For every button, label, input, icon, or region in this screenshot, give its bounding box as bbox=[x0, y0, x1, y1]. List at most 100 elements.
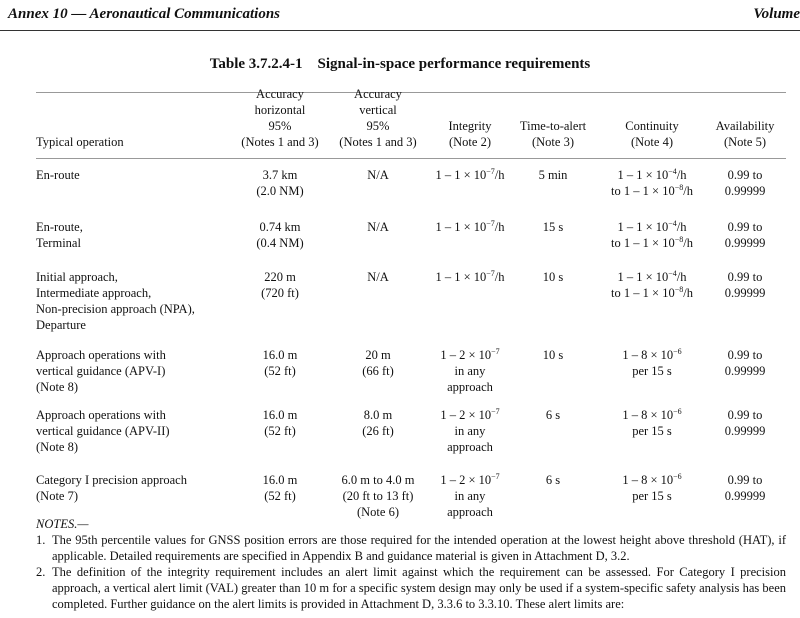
note-text: The 95th percentile values for GNSS posi… bbox=[52, 533, 786, 563]
column-header-availability: Availability (Note 5) bbox=[716, 118, 775, 150]
cell-line: Approach operations with bbox=[36, 408, 166, 422]
table-top-rule bbox=[36, 92, 786, 93]
cell-line: 1 – 1 × 10−7/h bbox=[435, 219, 505, 235]
table-cell-accuracy-horizontal: 16.0 m (52 ft) bbox=[263, 407, 298, 439]
table-cell-typical-operation: Initial approach, Intermediate approach, N… bbox=[36, 269, 195, 333]
cell-line: 16.0 m bbox=[262, 348, 298, 362]
cell-line: 0.99999 bbox=[724, 184, 766, 198]
table-cell-continuity: 1 – 8 × 10−6 per 15 s bbox=[622, 407, 681, 439]
cell-line: N/A bbox=[367, 220, 389, 234]
cell-line: 1 – 8 × 10−6 bbox=[622, 407, 682, 423]
table-cell-availability: 0.99 to 0.99999 bbox=[725, 472, 766, 504]
cell-line: horizontal bbox=[254, 103, 306, 117]
table-cell-integrity: 1 – 1 × 10−7/h bbox=[435, 219, 504, 235]
table-cell-integrity: 1 – 1 × 10−7/h bbox=[435, 167, 504, 183]
cell-line: 1 – 8 × 10−6 bbox=[622, 347, 682, 363]
cell-line: Accuracy bbox=[256, 87, 304, 101]
note-text: The definition of the integrity requirem… bbox=[52, 565, 786, 611]
cell-line: 1 – 1 × 10−4/h bbox=[617, 219, 687, 235]
table-cell-time-to-alert: 6 s bbox=[546, 472, 560, 488]
cell-line: in any bbox=[454, 364, 486, 378]
cell-line: 0.99 to bbox=[727, 473, 763, 487]
cell-line: approach bbox=[447, 505, 493, 519]
cell-line: (Note 8) bbox=[36, 380, 78, 394]
cell-line: 0.99 to bbox=[727, 270, 763, 284]
cell-line: to 1 – 1 × 10−8/h bbox=[611, 235, 693, 251]
cell-line: approach bbox=[447, 440, 493, 454]
column-header-typical-operation: Typical operation bbox=[36, 134, 124, 150]
table-cell-integrity: 1 – 2 × 10−7 in any approach bbox=[440, 347, 499, 395]
cell-line: 0.99999 bbox=[724, 424, 766, 438]
table-cell-accuracy-horizontal: 16.0 m (52 ft) bbox=[263, 347, 298, 379]
cell-line: (Note 2) bbox=[448, 135, 491, 149]
table-cell-typical-operation: Approach operations with vertical guidanc… bbox=[36, 347, 166, 395]
cell-line: approach bbox=[447, 380, 493, 394]
table-cell-accuracy-horizontal: 0.74 km (0.4 NM) bbox=[256, 219, 303, 251]
cell-line: Integrity bbox=[448, 119, 492, 133]
cell-line: (Notes 1 and 3) bbox=[241, 135, 319, 149]
cell-line: vertical bbox=[359, 103, 397, 117]
table-cell-accuracy-vertical: 6.0 m to 4.0 m (20 ft to 13 ft) (Note 6) bbox=[342, 472, 415, 520]
table-cell-accuracy-vertical: N/A bbox=[367, 167, 389, 183]
table-cell-time-to-alert: 10 s bbox=[543, 347, 564, 363]
cell-line: Availability bbox=[715, 119, 775, 133]
note-number: 1. bbox=[36, 533, 46, 547]
table-cell-integrity: 1 – 2 × 10−7 in any approach bbox=[440, 407, 499, 455]
cell-line: Initial approach, bbox=[36, 270, 118, 284]
cell-line: Time-to-alert bbox=[519, 119, 587, 133]
cell-line: (Notes 1 and 3) bbox=[339, 135, 417, 149]
cell-line: 0.99 to bbox=[727, 408, 763, 422]
header-rule bbox=[0, 30, 800, 31]
table-title: Table 3.7.2.4-1 Signal-in-space performa… bbox=[209, 56, 591, 72]
cell-line: 8.0 m bbox=[363, 408, 393, 422]
table-cell-accuracy-vertical: 8.0 m (26 ft) bbox=[362, 407, 394, 439]
cell-line: (0.4 NM) bbox=[256, 236, 304, 250]
cell-line: Typical operation bbox=[36, 135, 124, 149]
cell-line: 5 min bbox=[538, 168, 568, 182]
cell-line: (52 ft) bbox=[264, 424, 296, 438]
cell-line: 6 s bbox=[545, 408, 561, 422]
table-cell-availability: 0.99 to 0.99999 bbox=[725, 219, 766, 251]
table-cell-typical-operation: Approach operations with vertical guidanc… bbox=[36, 407, 170, 455]
cell-line: vertical guidance (APV-I) bbox=[36, 364, 166, 378]
cell-line: En-route bbox=[36, 168, 80, 182]
cell-line: 220 m bbox=[264, 270, 296, 284]
table-cell-time-to-alert: 15 s bbox=[543, 219, 564, 235]
cell-line: 0.99 to bbox=[727, 220, 763, 234]
cell-line: to 1 – 1 × 10−8/h bbox=[611, 285, 693, 301]
table-cell-availability: 0.99 to 0.99999 bbox=[725, 347, 766, 379]
cell-line: 1 – 1 × 10−7/h bbox=[435, 269, 505, 285]
table-cell-accuracy-horizontal: 220 m (720 ft) bbox=[261, 269, 299, 301]
table-cell-accuracy-horizontal: 16.0 m (52 ft) bbox=[263, 472, 298, 504]
note-number: 2. bbox=[36, 565, 46, 579]
cell-line: Departure bbox=[36, 318, 86, 332]
cell-line: 15 s bbox=[542, 220, 564, 234]
cell-line: Terminal bbox=[36, 236, 81, 250]
table-cell-continuity: 1 – 8 × 10−6 per 15 s bbox=[622, 347, 681, 379]
cell-line: 95% bbox=[268, 119, 292, 133]
cell-line: per 15 s bbox=[632, 424, 672, 438]
cell-line: 10 s bbox=[542, 270, 564, 284]
cell-line: 3.7 km bbox=[262, 168, 298, 182]
table-cell-accuracy-vertical: 20 m (66 ft) bbox=[362, 347, 394, 379]
cell-line: (52 ft) bbox=[264, 364, 296, 378]
cell-line: Category I precision approach bbox=[36, 473, 187, 487]
table-cell-time-to-alert: 10 s bbox=[543, 269, 564, 285]
cell-line: 1 – 1 × 10−4/h bbox=[617, 167, 687, 183]
table-cell-time-to-alert: 5 min bbox=[539, 167, 568, 183]
note-item: 2. The definition of the integrity requir… bbox=[36, 564, 786, 612]
cell-line: per 15 s bbox=[632, 364, 672, 378]
cell-line: N/A bbox=[367, 168, 389, 182]
cell-line: 0.99999 bbox=[724, 489, 766, 503]
cell-line: Continuity bbox=[625, 119, 679, 133]
cell-line: Intermediate approach, bbox=[36, 286, 152, 300]
cell-line: 95% bbox=[366, 119, 390, 133]
cell-line: (52 ft) bbox=[264, 489, 296, 503]
table-cell-integrity: 1 – 2 × 10−7 in any approach bbox=[440, 472, 499, 520]
table-cell-accuracy-vertical: N/A bbox=[367, 269, 389, 285]
cell-line: 1 – 8 × 10−6 bbox=[622, 472, 682, 488]
cell-line: 0.99999 bbox=[724, 364, 766, 378]
cell-line: 0.74 km bbox=[259, 220, 301, 234]
cell-line: (20 ft to 13 ft) bbox=[342, 489, 414, 503]
cell-line: En-route, bbox=[36, 220, 83, 234]
